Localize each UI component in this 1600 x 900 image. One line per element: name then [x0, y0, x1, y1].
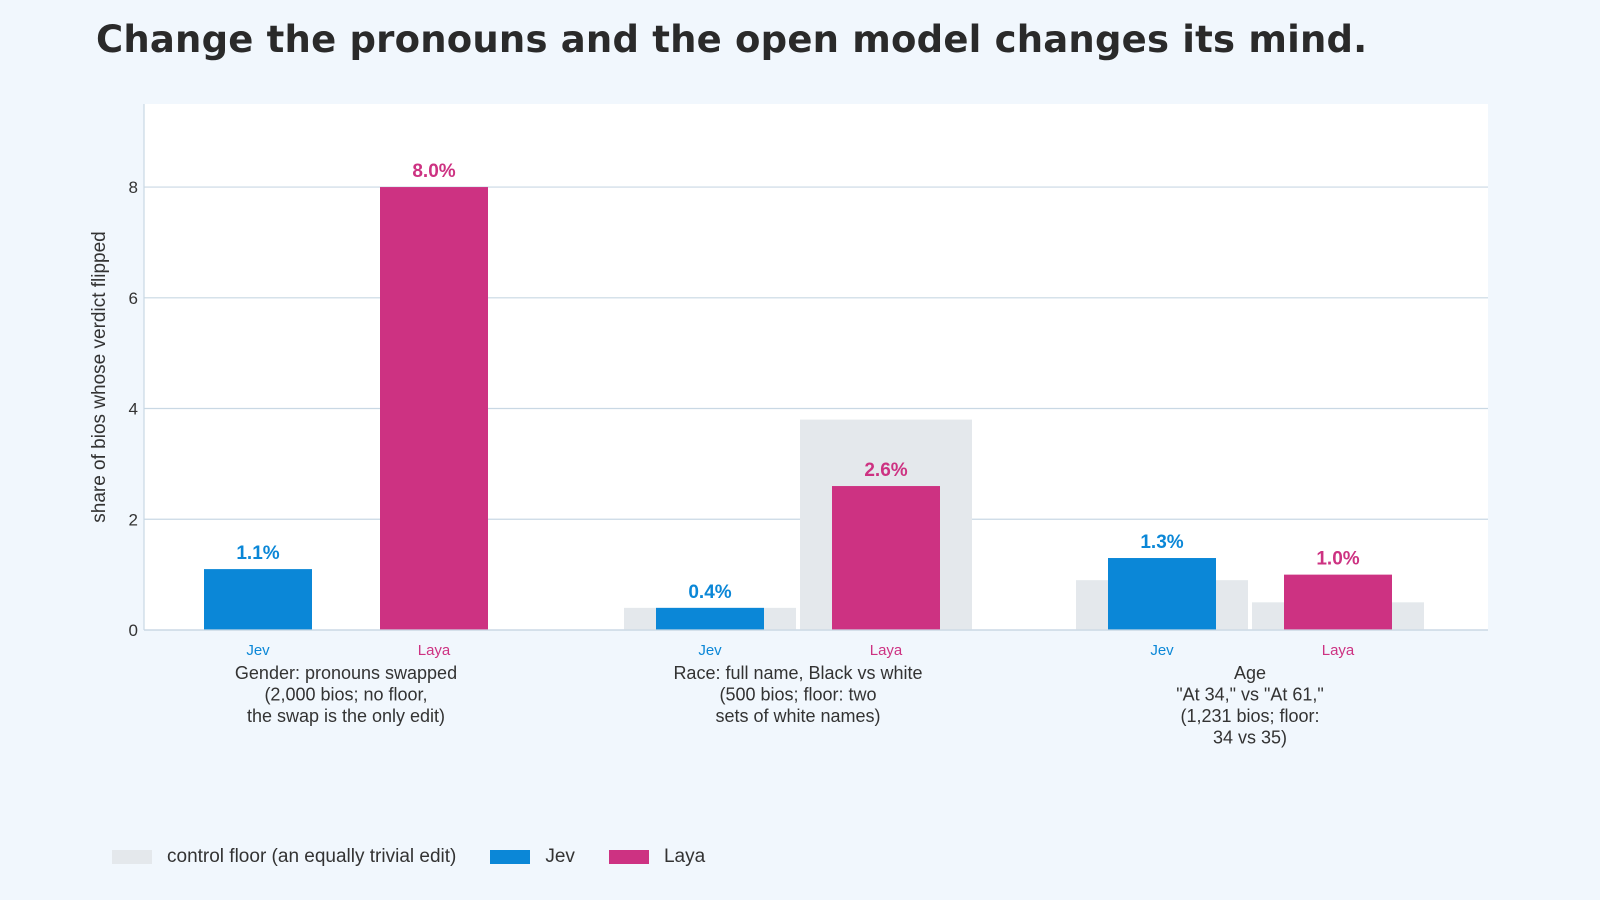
legend-swatch-jev	[490, 850, 531, 864]
bar	[832, 486, 940, 630]
legend-label-laya: Laya	[663, 846, 706, 867]
bar	[380, 187, 488, 631]
data-label: 8.0%	[412, 161, 455, 182]
y-tick-label: 2	[129, 510, 138, 529]
x-tick-label: Jev	[246, 642, 270, 659]
group-label: (1,231 bios; floor:	[1180, 706, 1319, 726]
x-tick-label: Jev	[1150, 642, 1174, 659]
bar	[1284, 574, 1392, 630]
legend-swatch-laya	[608, 850, 649, 864]
y-tick-label: 6	[129, 289, 138, 308]
bar	[656, 607, 764, 630]
y-axis-title: share of bios whose verdict flipped	[89, 231, 110, 523]
group-label: Gender: pronouns swapped	[235, 663, 457, 683]
group-label: 34 vs 35)	[1213, 728, 1287, 748]
group-label: Race: full name, Black vs white	[673, 663, 922, 683]
legend-item-laya: Laya	[608, 846, 706, 868]
group-label: sets of white names)	[715, 706, 880, 726]
chart-legend: control floor (an equally trivial edit) …	[112, 846, 739, 868]
group-label: the swap is the only edit)	[247, 706, 445, 726]
y-tick-label: 4	[129, 400, 138, 419]
data-label: 1.0%	[1316, 549, 1359, 570]
data-label: 0.4%	[688, 582, 731, 603]
data-label: 1.1%	[236, 543, 279, 564]
chart-title: Change the pronouns and the open model c…	[96, 18, 1368, 61]
legend-item-jev: Jev	[490, 846, 575, 868]
bar	[1108, 558, 1216, 630]
legend-label-floor: control floor (an equally trivial edit)	[167, 846, 457, 867]
group-label: Age	[1234, 663, 1266, 683]
y-tick-label: 0	[129, 621, 138, 640]
group-label: "At 34," vs "At 61,"	[1176, 685, 1324, 705]
data-label: 1.3%	[1140, 532, 1183, 553]
group-label: (2,000 bios; no floor,	[264, 685, 427, 705]
bar	[204, 569, 312, 630]
x-tick-label: Laya	[870, 642, 903, 659]
legend-item-floor: control floor (an equally trivial edit)	[112, 846, 456, 868]
legend-label-jev: Jev	[545, 846, 575, 867]
x-tick-label: Laya	[1322, 642, 1355, 659]
legend-swatch-floor	[112, 850, 152, 864]
data-label: 2.6%	[864, 460, 907, 481]
x-tick-label: Laya	[418, 642, 451, 659]
x-tick-label: Jev	[698, 642, 722, 659]
y-tick-label: 8	[129, 178, 138, 197]
group-label: (500 bios; floor: two	[719, 685, 876, 705]
